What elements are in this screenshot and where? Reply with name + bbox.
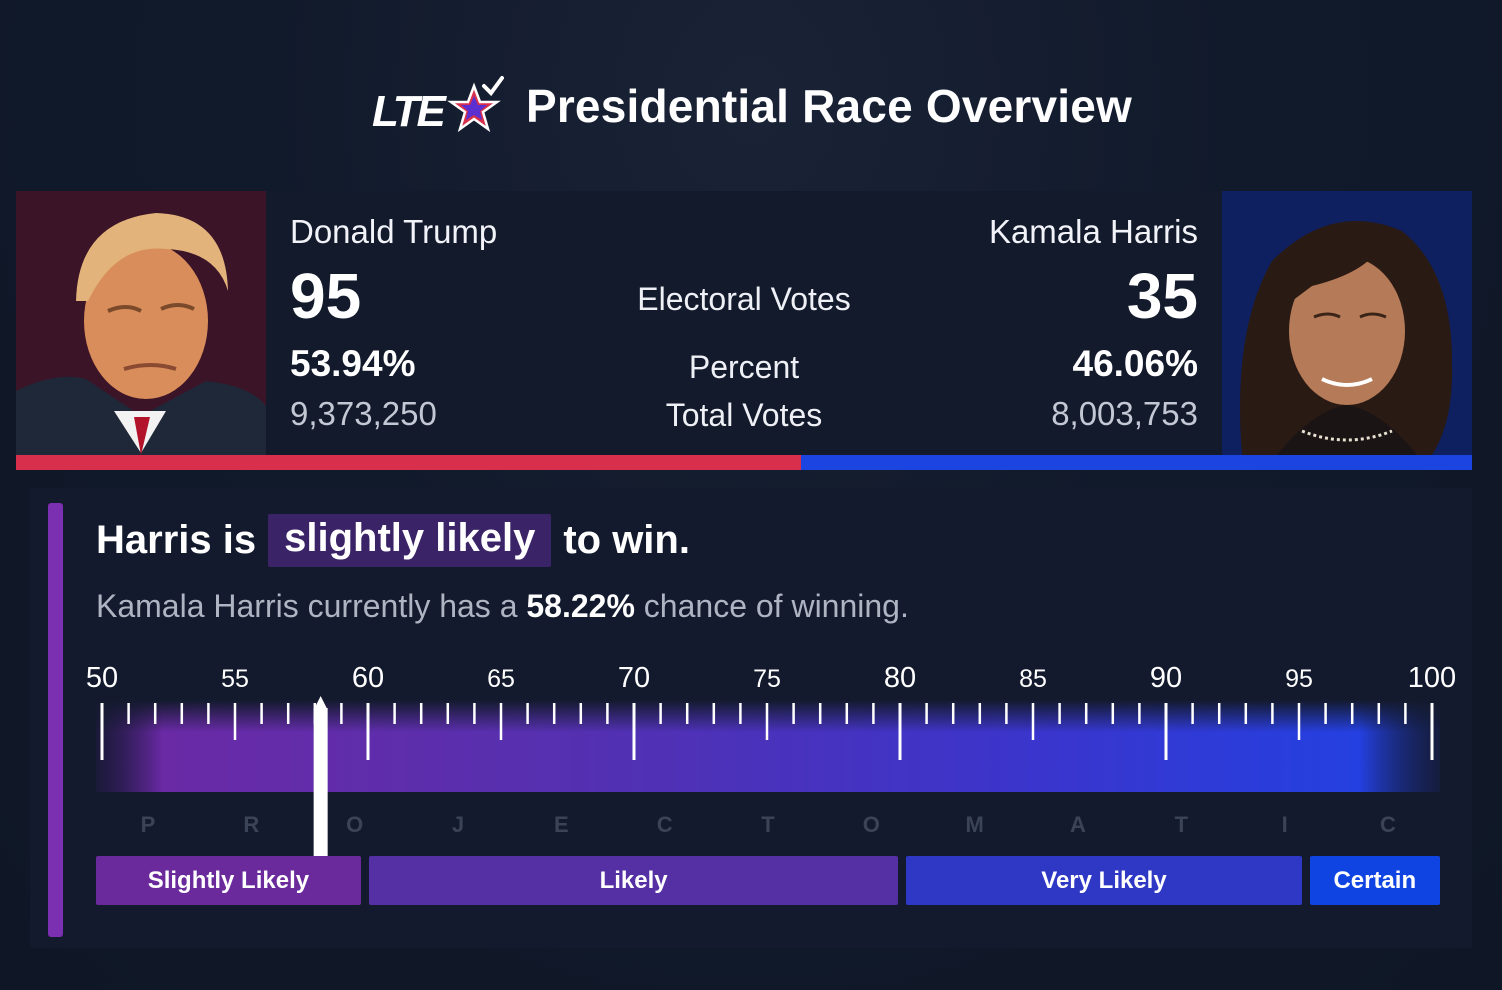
trump-share-segment [16,455,802,470]
probability-scale: 50 55 60 65 70 75 80 85 90 95 100 P R O J E C T O M A T I C Slig… [30,488,1472,948]
watermark-letter: O [863,812,880,837]
watermark-letter: A [1070,812,1086,837]
category-certain: Certain [1309,856,1440,905]
scale-tick-label: 85 [1019,665,1047,693]
watermark-letter: M [966,812,984,837]
page-title: Presidential Race Overview [525,80,1133,132]
electoral-votes-label: Electoral Votes [637,281,851,317]
watermark-letter: I [1282,812,1288,837]
probability-marker [313,708,328,856]
total-votes-label: Total Votes [665,397,823,433]
scale-tick-label: 50 [86,662,118,694]
watermark-letter: O [346,812,363,837]
trump-total-votes: 9,373,250 [290,395,437,432]
watermark-letter: R [243,812,259,837]
category-very-likely: Very Likely [906,856,1302,905]
scale-tick-label: 90 [1150,662,1182,694]
scale-tick-label: 100 [1408,662,1456,694]
harris-portrait [1222,191,1472,455]
candidate-panel: Donald Trump 95 53.94% 9,373,250 Elector… [16,191,1472,455]
headline-suffix: to win. [563,518,690,562]
projection-headline: Harris is slightly likely to win. [96,514,690,567]
headline-prefix: Harris is [96,518,257,562]
watermark-letter: T [761,812,775,837]
watermark-letter: C [1380,812,1396,837]
subtitle-prefix: Kamala Harris currently has a [96,588,518,624]
trump-portrait [16,191,266,455]
scale-tick-label: 80 [884,662,916,694]
lte-logo: LTE [372,76,504,136]
vote-share-bar [16,455,1472,470]
harris-share-segment [801,455,1472,470]
headline-likelihood: slightly likely [268,514,552,567]
scale-tick-label: 55 [221,665,249,693]
watermark-letter: E [554,812,569,837]
scale-tick-label: 70 [618,662,650,694]
projection-subtitle: Kamala Harris currently has a 58.22% cha… [96,588,909,625]
logo-check-icon [481,76,504,97]
projection-card: Harris is slightly likely to win. Kamala… [30,488,1472,948]
scale-tick-label: 60 [352,662,384,694]
trump-portrait-illustration [16,191,266,455]
scale-tick-label: 95 [1285,665,1313,693]
trump-percent: 53.94% [290,343,416,384]
watermark-letter: J [452,812,464,837]
percent-label: Percent [688,349,800,385]
watermark-letter: T [1175,812,1189,837]
harris-percent: 46.06% [1072,343,1199,384]
header: LTE Presidential Race Overview [0,66,1502,146]
win-probability: 58.22% [526,588,635,624]
harris-name: Kamala Harris [988,213,1198,250]
scale-tick-label: 65 [487,665,515,693]
subtitle-suffix: chance of winning. [643,588,909,624]
probability-marker-tip [313,696,328,710]
category-likely: Likely [368,856,899,905]
watermark-letter: C [657,812,673,837]
card-accent-bar [48,503,63,937]
trump-name: Donald Trump [290,213,498,250]
scale-tick-label: 75 [753,665,781,693]
harris-electoral-votes: 35 [1126,260,1198,332]
harris-portrait-illustration [1222,191,1472,455]
logo-text: LTE [372,87,447,136]
trump-electoral-votes: 95 [290,260,362,332]
watermark-letter: P [141,812,156,837]
scale-svg: 50 55 60 65 70 75 80 85 90 95 100 P R O J E C T O M A T I C [86,662,1456,856]
category-slightly-likely: Slightly Likely [96,856,361,905]
harris-total-votes: 8,003,753 [1051,395,1198,432]
